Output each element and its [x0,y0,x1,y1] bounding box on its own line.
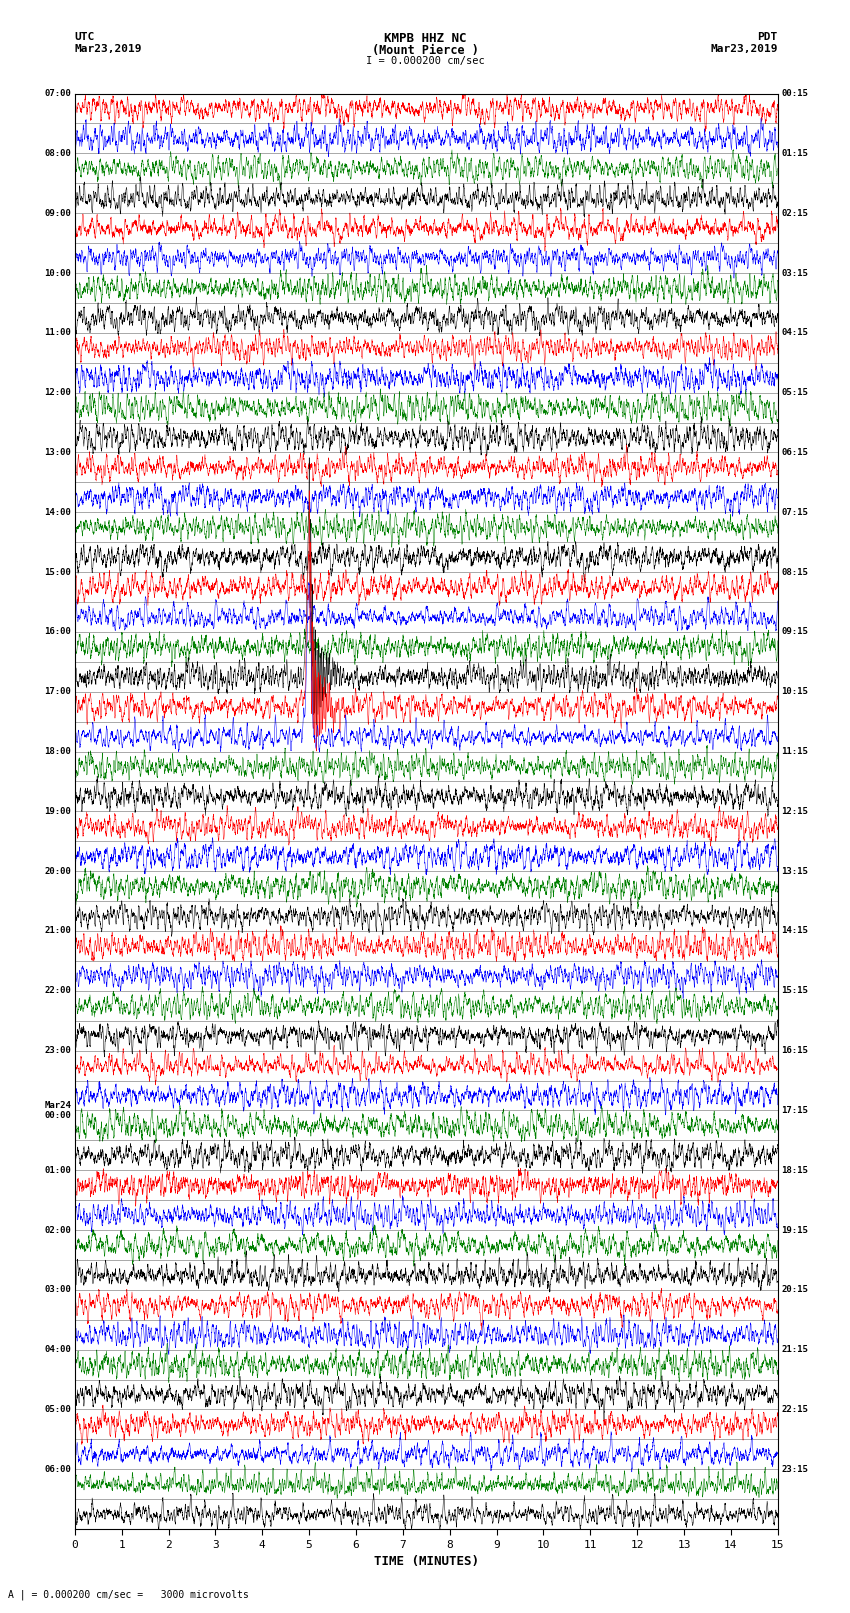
Text: 05:15: 05:15 [781,389,808,397]
Text: 07:15: 07:15 [781,508,808,516]
Text: 10:15: 10:15 [781,687,808,697]
Text: 22:15: 22:15 [781,1405,808,1415]
Text: 16:15: 16:15 [781,1047,808,1055]
Text: 08:00: 08:00 [44,148,71,158]
Text: 05:00: 05:00 [44,1405,71,1415]
Text: 01:15: 01:15 [781,148,808,158]
Text: 22:00: 22:00 [44,986,71,995]
Text: 17:15: 17:15 [781,1107,808,1115]
Text: 21:15: 21:15 [781,1345,808,1355]
Text: 23:00: 23:00 [44,1047,71,1055]
Text: 12:15: 12:15 [781,806,808,816]
Text: 11:15: 11:15 [781,747,808,756]
Text: 04:00: 04:00 [44,1345,71,1355]
Text: 00:15: 00:15 [781,89,808,98]
Text: 06:15: 06:15 [781,448,808,456]
Text: Mar24
00:00: Mar24 00:00 [44,1100,71,1119]
Text: 14:00: 14:00 [44,508,71,516]
Text: 16:00: 16:00 [44,627,71,637]
Text: Mar23,2019: Mar23,2019 [711,44,778,53]
Text: 07:00: 07:00 [44,89,71,98]
Text: 18:15: 18:15 [781,1166,808,1174]
Text: 13:15: 13:15 [781,866,808,876]
Text: 03:00: 03:00 [44,1286,71,1294]
Text: PDT: PDT [757,32,778,42]
Text: 09:00: 09:00 [44,208,71,218]
Text: (Mount Pierce ): (Mount Pierce ) [371,44,479,56]
Text: 15:00: 15:00 [44,568,71,576]
Text: 01:00: 01:00 [44,1166,71,1174]
Text: 02:15: 02:15 [781,208,808,218]
Text: KMPB HHZ NC: KMPB HHZ NC [383,32,467,45]
Text: 20:00: 20:00 [44,866,71,876]
Text: 19:15: 19:15 [781,1226,808,1234]
Text: 09:15: 09:15 [781,627,808,637]
Text: 06:00: 06:00 [44,1465,71,1474]
Text: UTC: UTC [75,32,95,42]
Text: 13:00: 13:00 [44,448,71,456]
Text: 12:00: 12:00 [44,389,71,397]
Text: 23:15: 23:15 [781,1465,808,1474]
Text: 15:15: 15:15 [781,986,808,995]
Text: 20:15: 20:15 [781,1286,808,1294]
Text: 03:15: 03:15 [781,268,808,277]
X-axis label: TIME (MINUTES): TIME (MINUTES) [374,1555,479,1568]
Text: 14:15: 14:15 [781,926,808,936]
Text: 21:00: 21:00 [44,926,71,936]
Text: 18:00: 18:00 [44,747,71,756]
Text: 02:00: 02:00 [44,1226,71,1234]
Text: I = 0.000200 cm/sec: I = 0.000200 cm/sec [366,56,484,66]
Text: A | = 0.000200 cm/sec =   3000 microvolts: A | = 0.000200 cm/sec = 3000 microvolts [8,1589,249,1600]
Text: 11:00: 11:00 [44,329,71,337]
Text: 04:15: 04:15 [781,329,808,337]
Text: 17:00: 17:00 [44,687,71,697]
Text: 19:00: 19:00 [44,806,71,816]
Text: 08:15: 08:15 [781,568,808,576]
Text: Mar23,2019: Mar23,2019 [75,44,142,53]
Text: 10:00: 10:00 [44,268,71,277]
